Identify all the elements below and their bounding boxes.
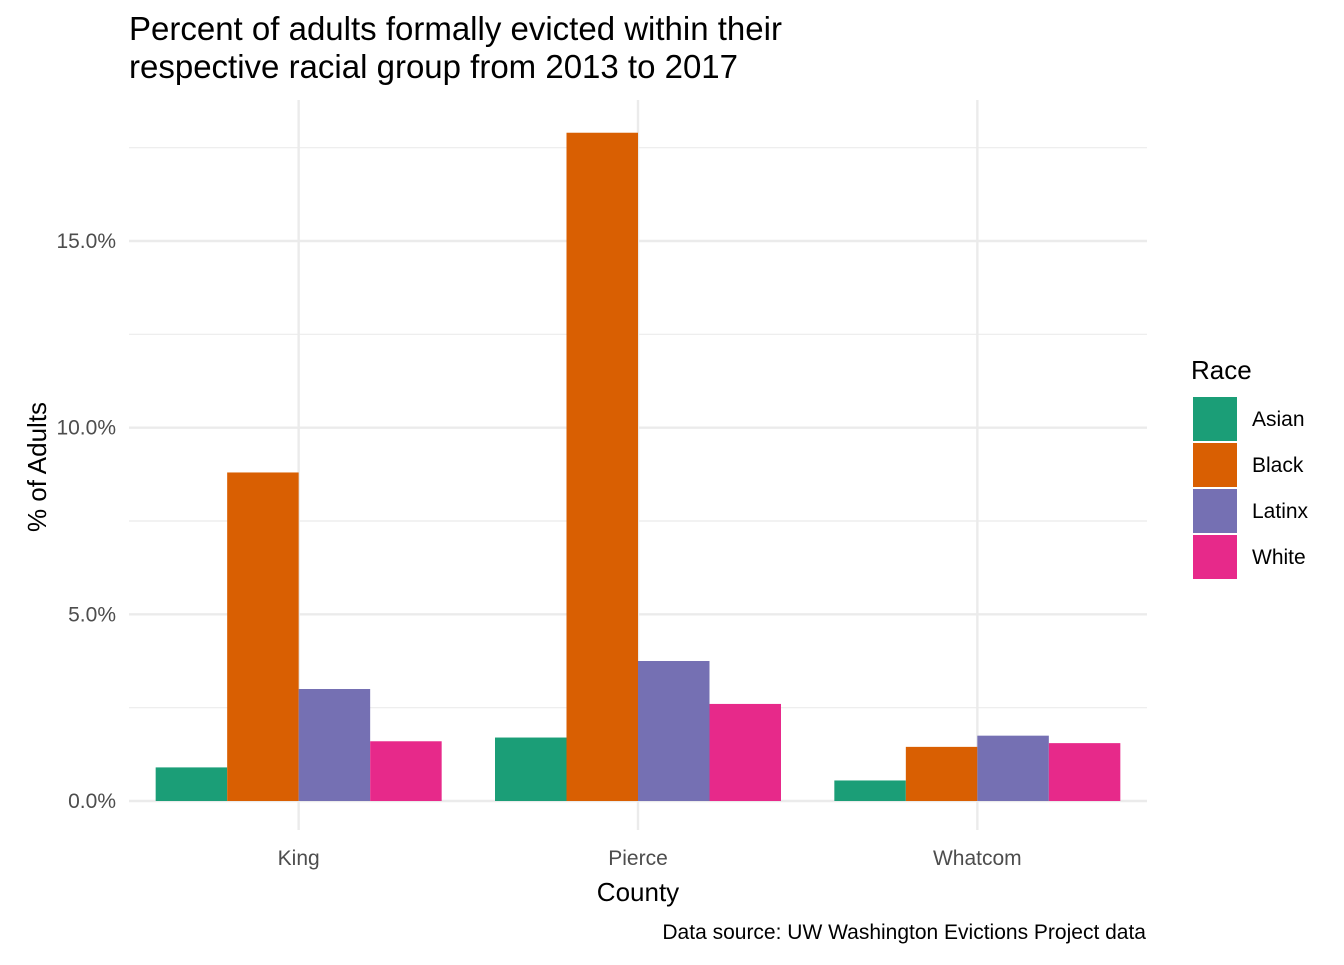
x-axis-title: County bbox=[597, 877, 679, 907]
y-tick-label: 10.0% bbox=[56, 417, 116, 440]
chart-title-line-1: Percent of adults formally evicted withi… bbox=[129, 10, 782, 47]
legend-swatch-latinx bbox=[1193, 489, 1237, 533]
chart-caption: Data source: UW Washington Evictions Pro… bbox=[662, 921, 1146, 944]
legend-swatch-white bbox=[1193, 535, 1237, 579]
bar-pierce-latinx bbox=[638, 661, 710, 801]
x-tick-labels: King Pierce Whatcom bbox=[278, 847, 1022, 870]
legend-label: Latinx bbox=[1252, 500, 1309, 523]
y-tick-label: 5.0% bbox=[68, 603, 116, 626]
bars bbox=[155, 132, 1121, 801]
bar-whatcom-white bbox=[1048, 743, 1121, 801]
legend-label: Black bbox=[1252, 454, 1304, 477]
bar-pierce-asian bbox=[495, 737, 567, 801]
bar-pierce-white bbox=[709, 703, 781, 801]
bar-king-latinx bbox=[298, 689, 371, 801]
y-axis-title: % of Adults bbox=[22, 402, 52, 532]
legend-label: Asian bbox=[1252, 408, 1305, 431]
x-tick-label: Pierce bbox=[608, 847, 668, 870]
legend-label: White bbox=[1252, 546, 1306, 569]
y-tick-label: 15.0% bbox=[56, 230, 116, 253]
legend-swatch-asian bbox=[1193, 397, 1237, 441]
bar-whatcom-latinx bbox=[977, 735, 1049, 801]
legend-items: Asian Black Latinx White bbox=[1193, 397, 1309, 579]
legend: Race Asian Black Latinx White bbox=[1191, 355, 1309, 579]
legend-title: Race bbox=[1191, 355, 1252, 385]
chart-title-line-2: respective racial group from 2013 to 201… bbox=[129, 48, 738, 85]
bar-king-white bbox=[370, 741, 442, 801]
bar-whatcom-asian bbox=[834, 780, 906, 801]
legend-swatch-black bbox=[1193, 443, 1237, 487]
bar-king-asian bbox=[155, 767, 228, 801]
x-tick-label: Whatcom bbox=[933, 847, 1022, 870]
y-tick-labels: 0.0% 5.0% 10.0% 15.0% bbox=[56, 230, 116, 813]
chart-title: Percent of adults formally evicted withi… bbox=[129, 10, 782, 85]
x-tick-label: King bbox=[278, 847, 320, 870]
bar-king-black bbox=[227, 472, 299, 801]
bar-pierce-black bbox=[566, 132, 638, 801]
y-tick-label: 0.0% bbox=[68, 790, 116, 813]
bar-whatcom-black bbox=[905, 746, 978, 801]
